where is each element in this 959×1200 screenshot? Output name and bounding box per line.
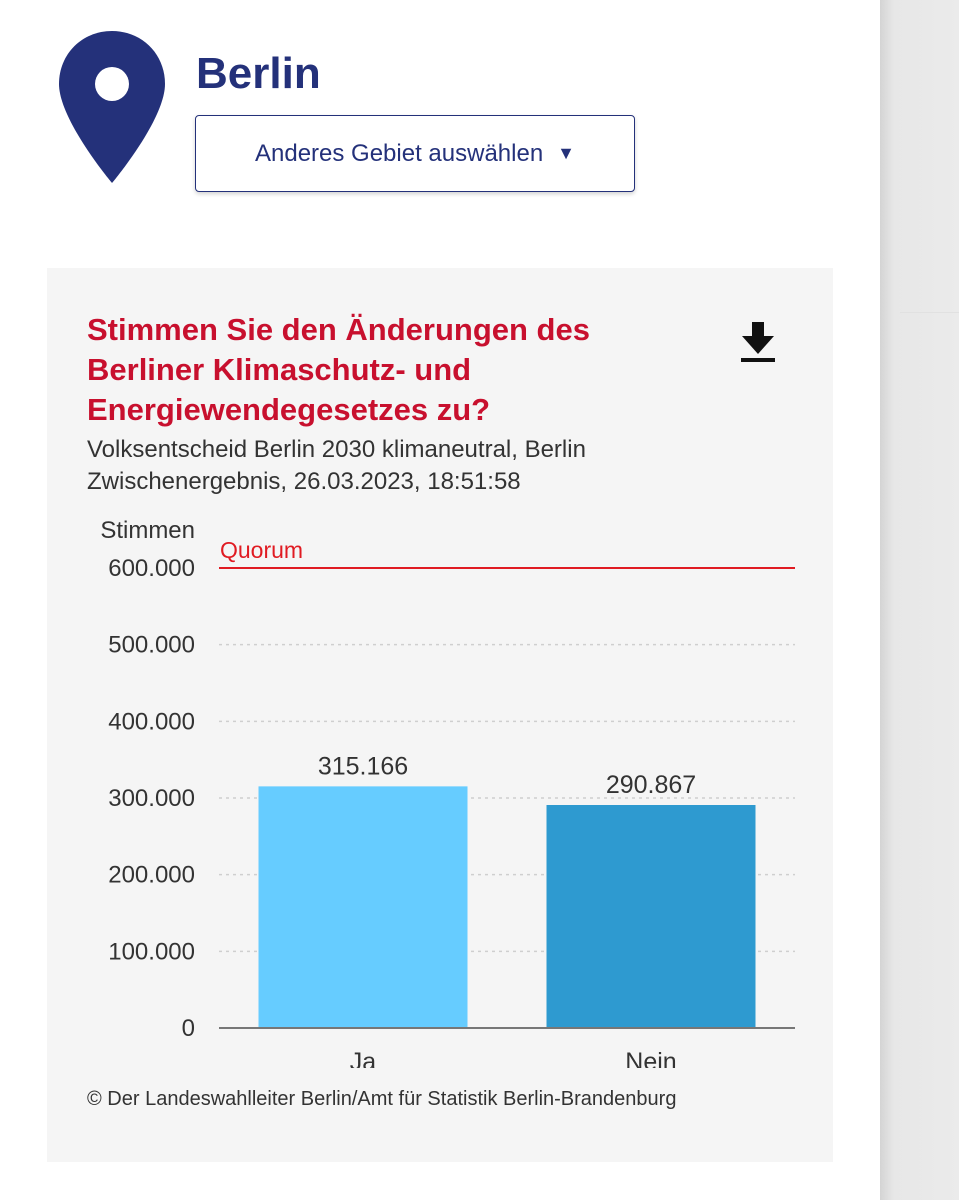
y-tick-label: 0 <box>182 1015 195 1042</box>
y-tick-label: 200.000 <box>108 862 195 889</box>
subtitle-line-2: Zwischenergebnis, 26.03.2023, 18:51:58 <box>87 468 521 495</box>
source-credit: © Der Landeswahlleiter Berlin/Amt für St… <box>87 1088 677 1110</box>
select-area-button[interactable]: Anderes Gebiet auswählen ▼ <box>195 115 635 192</box>
y-axis-label: Stimmen <box>100 517 195 544</box>
location-pin-icon <box>59 31 165 183</box>
bar-value-label: 315.166 <box>318 752 408 780</box>
page-scroll-gutter <box>880 0 959 1200</box>
chart-title: Stimmen Sie den Änderungen des Berliner … <box>87 312 590 427</box>
y-tick-label: 400.000 <box>108 708 195 735</box>
bar-chart: Stimmen 0 100.000 200.000 300.000 400.000 500.… <box>100 517 795 1068</box>
y-tick-label: 100.000 <box>108 938 195 965</box>
x-tick-label: Ja <box>350 1048 377 1068</box>
bar-ja <box>258 786 468 1028</box>
chart-subtitle: Volksentscheid Berlin 2030 klimaneutral,… <box>87 434 787 498</box>
download-icon[interactable] <box>739 320 777 364</box>
y-tick-label: 600.000 <box>108 555 195 582</box>
y-tick-label: 500.000 <box>108 632 195 659</box>
y-tick-label: 300.000 <box>108 785 195 812</box>
chart-card: Stimmen Sie den Änderungen des Berliner … <box>47 268 833 1162</box>
caret-down-icon: ▼ <box>557 143 575 163</box>
select-area-label: Anderes Gebiet auswählen <box>254 139 544 167</box>
bar-nein <box>546 805 756 1028</box>
area-title: Berlin <box>196 49 321 98</box>
quorum-label: Quorum <box>220 537 303 563</box>
subtitle-line-1: Volksentscheid Berlin 2030 klimaneutral,… <box>87 436 586 463</box>
x-tick-label: Nein <box>625 1048 676 1068</box>
bar-value-label: 290.867 <box>606 771 696 799</box>
